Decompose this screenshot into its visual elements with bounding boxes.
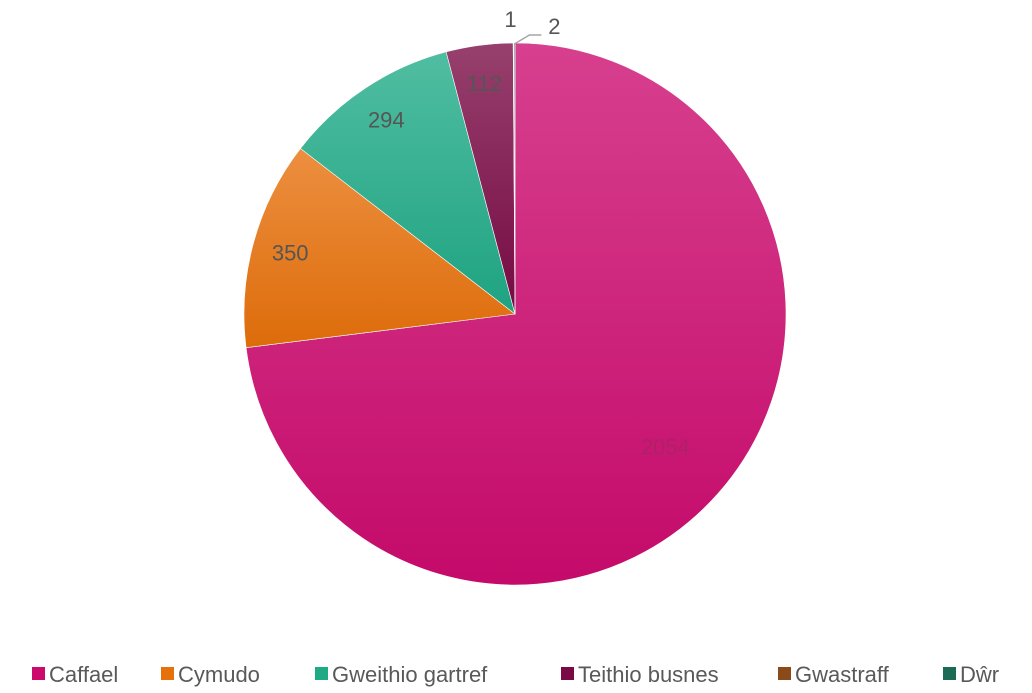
pie-slice-gweithio-gartref	[300, 51, 516, 315]
legend-swatch-dwr	[943, 667, 956, 680]
legend-swatch-teithio-busnes	[561, 667, 574, 680]
data-labels: 2054 350 294 112 1 2	[272, 7, 690, 460]
pie-slice-cymudo	[243, 148, 516, 348]
legend-item-dwr: Dŵr	[943, 662, 999, 687]
leader-line-dwr	[514, 34, 542, 45]
legend-item-caffael: Caffael	[32, 662, 118, 687]
legend-item-gwastraff: Gwastraff	[778, 662, 890, 687]
legend-label-caffael: Caffael	[49, 662, 118, 687]
legend-item-gweithio-gartref: Gweithio gartref	[315, 662, 488, 687]
legend-label-gwastraff: Gwastraff	[795, 662, 890, 687]
data-label-dwr: 2	[548, 14, 560, 39]
data-label-gwastraff: 1	[504, 7, 516, 32]
legend-item-teithio-busnes: Teithio busnes	[561, 662, 719, 687]
data-label-cymudo: 350	[272, 241, 309, 266]
legend-swatch-caffael	[32, 667, 45, 680]
pie-slices	[243, 42, 787, 586]
legend-label-teithio-busnes: Teithio busnes	[578, 662, 719, 687]
data-label-teithio-busnes: 112	[467, 71, 502, 96]
legend-label-cymudo: Cymudo	[178, 662, 260, 687]
legend-label-gweithio-gartref: Gweithio gartref	[332, 662, 488, 687]
data-label-gweithio-gartref: 294	[368, 108, 405, 133]
legend-label-dwr: Dŵr	[960, 662, 999, 687]
data-label-caffael: 2054	[641, 435, 690, 460]
legend-swatch-gweithio-gartref	[315, 667, 328, 680]
leader-lines	[514, 34, 542, 45]
legend-item-cymudo: Cymudo	[161, 662, 260, 687]
legend-swatch-gwastraff	[778, 667, 791, 680]
legend: Caffael Cymudo Gweithio gartref Teithio bus…	[32, 662, 999, 687]
legend-swatch-cymudo	[161, 667, 174, 680]
pie-slice-caffael	[245, 42, 787, 586]
